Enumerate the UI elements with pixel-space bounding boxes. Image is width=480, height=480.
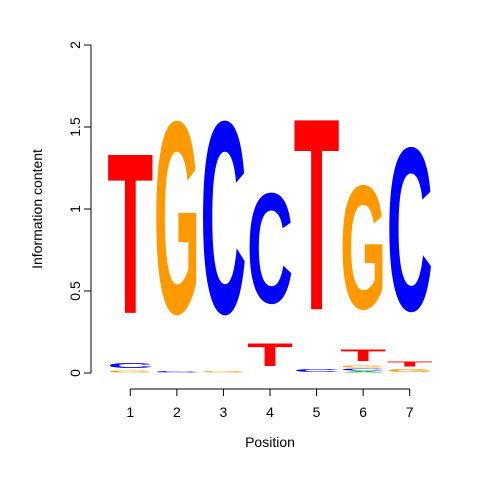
logo-letter-glyph: G <box>107 370 153 373</box>
logo-letter-glyph: C <box>107 362 153 370</box>
logo-letter-glyph: C <box>154 371 200 373</box>
logo-letter-glyph: C <box>387 100 433 361</box>
logo-letter-T-pos5: T <box>294 61 340 368</box>
logo-letter-C-pos3: C <box>200 65 246 372</box>
x-axis-title: Position <box>245 434 295 450</box>
x-tick-label: 6 <box>359 404 367 420</box>
logo-letter-glyph: C <box>200 65 246 372</box>
logo-letter-glyph: C <box>340 368 386 371</box>
logo-letter-glyph: A <box>340 371 386 373</box>
logo-letter-glyph: G <box>387 368 433 373</box>
logo-letter-T-pos4: T <box>247 337 293 373</box>
y-tick-label: 1.5 <box>67 117 83 137</box>
logo-letter-T-pos1: T <box>107 106 153 363</box>
x-tick-label: 4 <box>266 404 274 420</box>
x-tick-label: 7 <box>406 404 414 420</box>
x-tick-label: 1 <box>126 404 134 420</box>
x-tick-label: 2 <box>173 404 181 420</box>
logo-letter-C-pos7: C <box>387 100 433 361</box>
logo-letter-glyph: G <box>340 365 386 368</box>
y-axis: 0 0.5 1 1.5 2 <box>67 41 92 377</box>
logo-letter-C-pos4: C <box>247 161 293 337</box>
logo-letter-glyph: G <box>340 149 386 346</box>
logo-letter-A-pos6: A <box>340 371 386 373</box>
logo-letter-G-pos3: G <box>200 371 246 373</box>
logo-letter-C-pos6: C <box>340 368 386 371</box>
y-tick-label: 1 <box>67 205 83 213</box>
logo-letter-glyph: C <box>294 368 340 373</box>
y-tick-label: 2 <box>67 41 83 49</box>
logo-letter-G-pos6: G <box>340 365 386 368</box>
logo-letter-glyph: T <box>387 360 433 368</box>
logo-letter-glyph: T <box>247 337 293 373</box>
x-tick-label: 3 <box>220 404 228 420</box>
logo-letter-G-pos6: G <box>340 149 386 346</box>
logo-letter-C-pos1: C <box>107 362 153 370</box>
x-axis: 1 2 3 4 5 6 7 <box>126 388 414 420</box>
logo-letter-C-pos2: C <box>154 371 200 373</box>
logo-letter-T-pos7: T <box>387 360 433 368</box>
logo-letter-glyph: T <box>107 106 153 363</box>
logo-letter-glyph: G <box>200 371 246 373</box>
logo-letter-glyph: T <box>294 61 340 368</box>
y-tick-label: 0.5 <box>67 281 83 301</box>
y-tick-label: 0 <box>67 369 83 377</box>
logo-letter-T-pos6: T <box>340 347 386 365</box>
logo-letter-glyph: G <box>154 65 200 372</box>
logo-letter-G-pos1: G <box>107 370 153 373</box>
x-tick-label: 5 <box>313 404 321 420</box>
logo-letter-glyph: C <box>247 161 293 337</box>
logo-letter-C-pos5: C <box>294 368 340 373</box>
logo-letter-glyph: T <box>340 347 386 365</box>
logo-letter-G-pos7: G <box>387 368 433 373</box>
y-axis-title: Information content <box>29 149 45 269</box>
logo-letter-G-pos2: G <box>154 65 200 372</box>
